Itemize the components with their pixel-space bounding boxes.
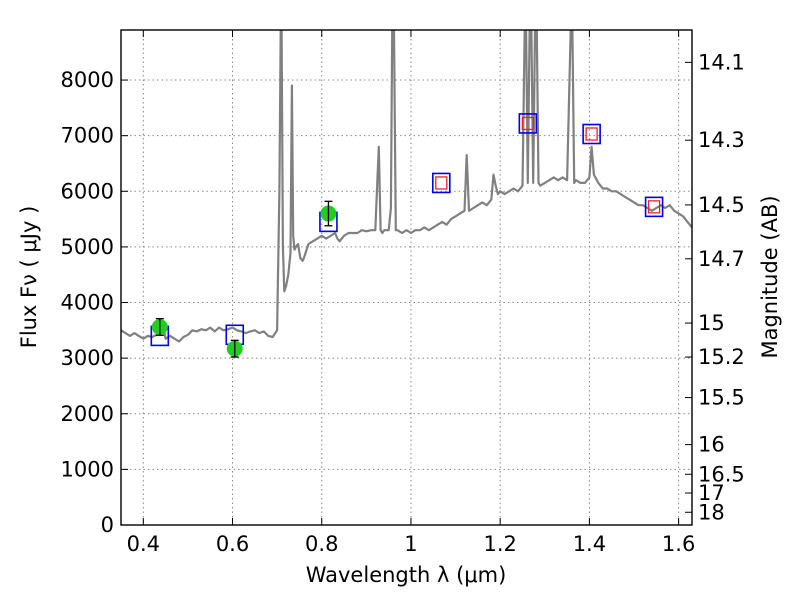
y-tick-label: 6000 [61,179,114,203]
x-axis-title: Wavelength λ (μm) [306,563,507,587]
tick-labels: 0.4 0.6 0.8 1 1.2 1.4 1.6 0 1000 2000 3000 4000 5000… [61,50,745,556]
plot-frame [120,29,693,526]
model-square-red [521,116,534,131]
x-tick-label: 0.6 [216,532,249,556]
y-tick-label: 3000 [61,346,114,370]
y2-tick-label: 15 [698,311,725,335]
model-square-red [647,200,661,214]
x-tick-label: 0.4 [127,532,160,556]
model-square-blue [644,196,664,218]
x-tick-label: 1.4 [573,532,606,556]
y2-tick-label: 15.5 [698,386,745,410]
data-layer [121,30,692,358]
model-square-red [585,127,598,141]
axis-ticks [121,30,692,526]
y2-axis-title: Magnitude (AB) [758,195,782,358]
y2-tick-label: 16.5 [698,462,745,486]
x-tick-label: 1.6 [662,532,695,556]
y2-tick-label: 17 [698,481,725,505]
y-tick-label: 2000 [61,402,114,426]
y-tick-label: 4000 [61,291,114,315]
y2-tick-label: 16 [698,433,725,457]
y-tick-label: 7000 [61,124,114,148]
x-tick-label: 1 [404,532,417,556]
model-square-blue [582,123,601,145]
spectrum-line [121,30,692,343]
x-tick-label: 0.8 [305,532,338,556]
y-tick-label: 8000 [61,68,114,92]
model-square-blue [518,113,538,134]
y2-tick-label: 14.7 [698,247,745,271]
y-tick-label: 5000 [61,235,114,259]
y-axis-title: Flux Fν ( μJy ) [17,206,41,349]
grid [121,30,692,526]
y2-tick-label: 14.1 [698,50,745,74]
y-tick-label: 0 [101,513,114,537]
y2-tick-label: 14.3 [698,128,745,152]
x-tick-label: 1.2 [483,532,516,556]
y-tick-label: 1000 [61,457,114,481]
y2-tick-label: 18 [698,500,725,524]
y2-tick-label: 14.5 [698,193,745,217]
y2-tick-label: 15.2 [698,345,745,369]
model-square-red [435,176,448,190]
model-square-blue [431,172,451,194]
